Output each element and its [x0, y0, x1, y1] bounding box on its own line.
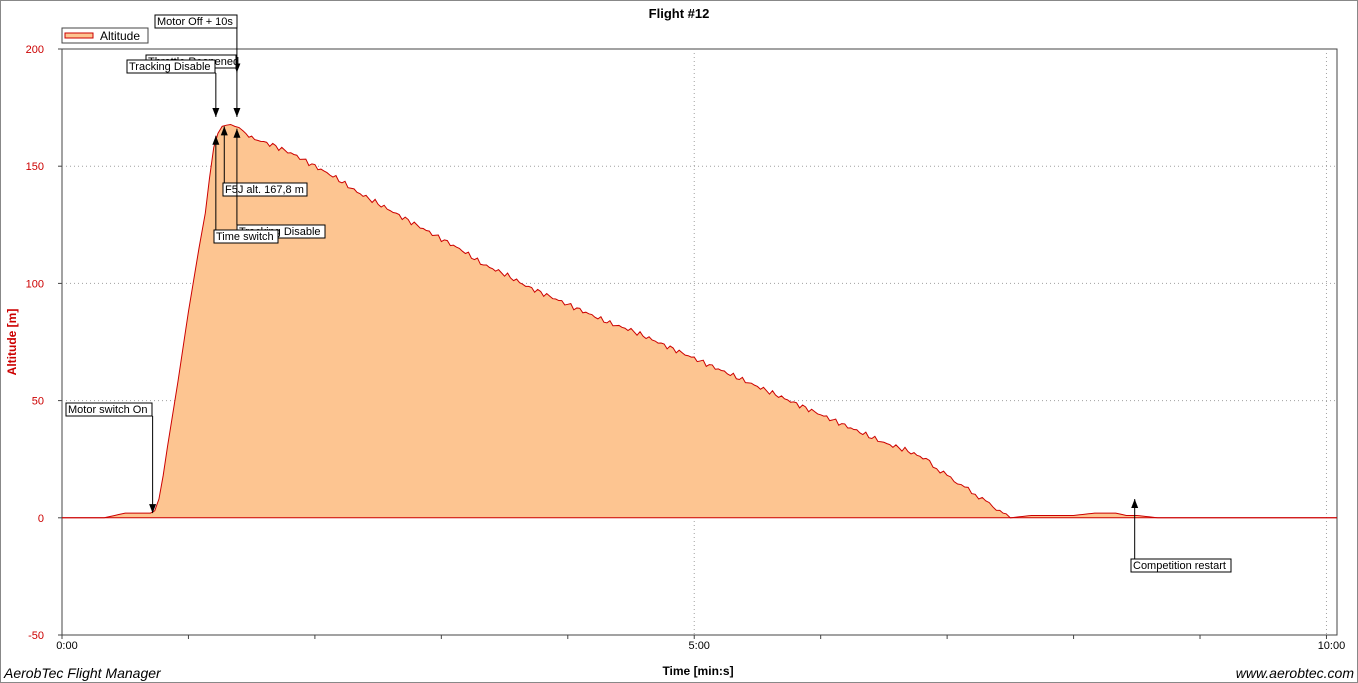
annotation-arrow	[233, 107, 241, 117]
y-tick-label: 0	[38, 513, 44, 525]
annotation-callout: Time switch	[212, 135, 279, 244]
annotation-arrow	[212, 107, 220, 117]
x-tick-label: 5:00	[689, 640, 710, 652]
y-tick-label: -50	[28, 630, 44, 642]
annotation-label: Time switch	[216, 231, 274, 243]
annotation-arrow	[233, 128, 241, 138]
y-tick-labels: -50 0 50 100 150 200	[26, 44, 44, 642]
x-tick-labels: 0:00 5:00 10:00	[56, 640, 1345, 652]
legend-entry-altitude: Altitude	[100, 29, 140, 43]
chart-title: Flight #12	[649, 6, 710, 21]
annotation-box	[222, 182, 308, 197]
annotation-label: Motor Off + 10s	[157, 16, 233, 28]
altitude-area	[62, 123, 1337, 519]
x-tick-label: 0:00	[56, 640, 77, 652]
annotation-box	[154, 14, 238, 29]
legend-swatch	[64, 32, 94, 39]
annotation-box	[1130, 558, 1232, 573]
annotation-box	[213, 229, 279, 244]
y-tick-label: 100	[26, 278, 44, 290]
altitude-fill	[62, 124, 1337, 518]
annotation-callout: Competition restart	[1130, 499, 1232, 573]
y-tick-label: 150	[26, 161, 44, 173]
annotation-callout: Motor Off + 10s	[154, 14, 241, 117]
annotation-box	[65, 402, 153, 417]
legend: Altitude	[61, 27, 149, 44]
annotation-label: F5J alt. 167,8 m	[225, 184, 304, 196]
annotation-arrow	[1131, 499, 1139, 509]
x-tick-label: 10:00	[1318, 640, 1346, 652]
annotation-callout: Tracking Disable	[126, 59, 220, 117]
annotation-arrow	[149, 504, 157, 514]
annotation-callout: F5J alt. 167,8 m	[220, 126, 308, 197]
altitude-line	[62, 123, 1337, 519]
y-tick-label: 50	[32, 396, 44, 408]
x-axis-title: Time [min:s]	[662, 664, 733, 678]
footer-left: AerobTec Flight Manager	[3, 665, 162, 681]
annotation-callout: Motor switch On	[65, 402, 157, 514]
annotations: Motor Off + 10sThrottle ReopenedTracking…	[65, 14, 1232, 573]
annotation-label: Motor switch On	[68, 404, 147, 416]
legend-box	[61, 27, 149, 44]
annotation-arrow	[212, 135, 220, 145]
y-axis-title: Altitude [m]	[5, 309, 19, 376]
footer-right: www.aerobtec.com	[1236, 665, 1355, 681]
annotation-label: Competition restart	[1133, 560, 1226, 572]
y-tick-label: 200	[26, 44, 44, 56]
annotation-label: Tracking Disable	[129, 61, 211, 73]
annotation-arrow	[220, 126, 228, 136]
annotation-box	[126, 59, 216, 74]
